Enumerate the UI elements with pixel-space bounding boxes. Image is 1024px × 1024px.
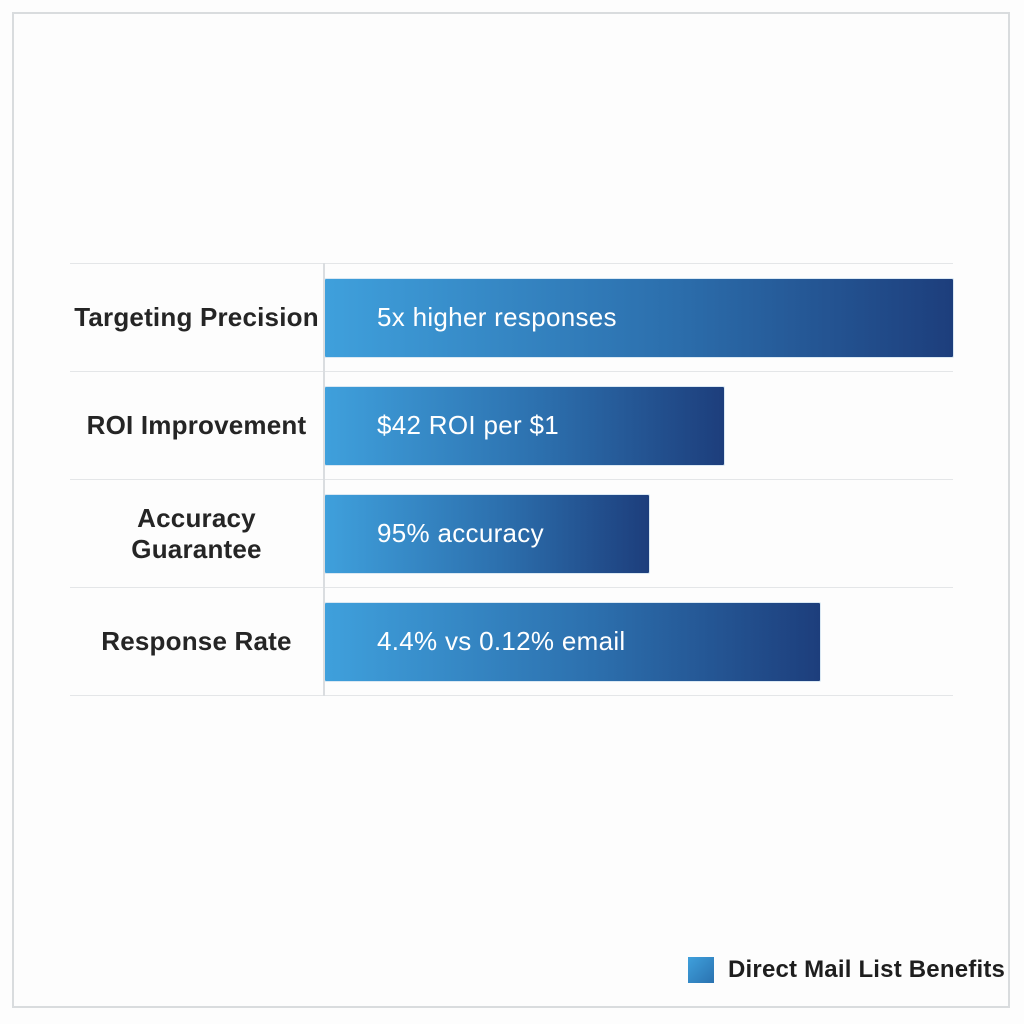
legend: Direct Mail List Benefits <box>688 956 1005 984</box>
bar-accuracy-guarantee[interactable]: 95% accuracy <box>325 494 650 573</box>
plot-area: 4.4% vs 0.12% email <box>323 588 953 695</box>
category-axis-line <box>323 263 325 696</box>
legend-label: Direct Mail List Benefits <box>728 956 1006 983</box>
outer-frame <box>12 12 1010 1008</box>
plot-area: 5x higher responses <box>323 264 953 371</box>
legend-color-swatch <box>688 957 714 983</box>
category-label: ROI Improvement <box>86 410 307 440</box>
chart-row-targeting-precision: Targeting Precision 5x higher responses <box>70 264 953 372</box>
bar-value-label: 95% accuracy <box>377 518 544 548</box>
plot-area: 95% accuracy <box>323 480 953 587</box>
category-label: Response Rate <box>101 626 292 656</box>
bar-value-label: 5x higher responses <box>377 302 617 332</box>
chart-row-accuracy-guarantee: Accuracy Guarantee 95% accuracy <box>70 480 953 588</box>
chart-rows: Targeting Precision 5x higher responses … <box>70 263 953 696</box>
plot-area: $42 ROI per $1 <box>323 372 953 479</box>
bar-response-rate[interactable]: 4.4% vs 0.12% email <box>325 602 821 681</box>
chart-row-roi-improvement: ROI Improvement $42 ROI per $1 <box>70 372 953 480</box>
bar-chart: Targeting Precision 5x higher responses … <box>70 263 953 696</box>
category-label: Accuracy Guarantee <box>131 502 262 564</box>
category-label: Targeting Precision <box>74 302 319 332</box>
bar-value-label: 4.4% vs 0.12% email <box>377 626 626 656</box>
bar-targeting-precision[interactable]: 5x higher responses <box>325 278 953 357</box>
bar-roi-improvement[interactable]: $42 ROI per $1 <box>325 386 724 465</box>
bar-value-label: $42 ROI per $1 <box>377 410 559 440</box>
chart-row-response-rate: Response Rate 4.4% vs 0.12% email <box>70 588 953 696</box>
